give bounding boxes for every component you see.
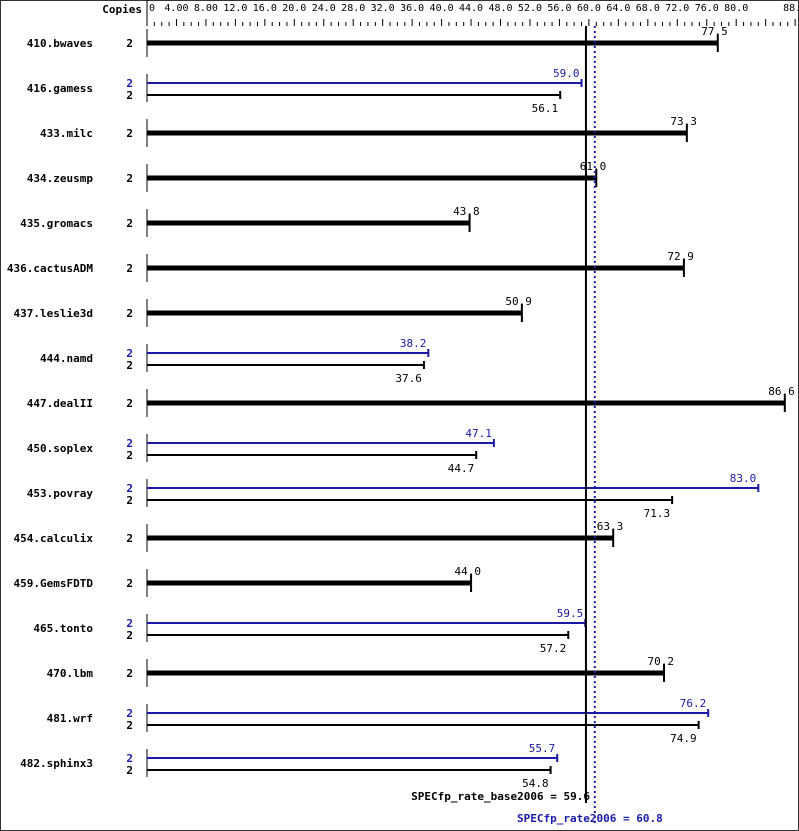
tick-label: 20.0 xyxy=(282,3,306,14)
tick-label: 0 xyxy=(149,3,155,14)
peak-value: 83.0 xyxy=(730,472,757,485)
base-value: 44.7 xyxy=(448,462,475,475)
benchmark-label: 481.wrf xyxy=(47,712,93,725)
tick-label: 16.0 xyxy=(253,3,277,14)
base-copies: 2 xyxy=(126,127,133,140)
peak-value: 59.5 xyxy=(557,607,584,620)
base-value: 70.2 xyxy=(648,655,675,668)
benchmark-label: 434.zeusmp xyxy=(27,172,94,185)
tick-label: 24.0 xyxy=(312,3,336,14)
base-value: 72.9 xyxy=(667,250,694,263)
base-copies: 2 xyxy=(126,764,133,777)
peak-value: 76.2 xyxy=(680,697,707,710)
peak-metric-label: SPECfp_rate2006 = 60.8 xyxy=(517,812,663,825)
peak-copies: 2 xyxy=(126,77,133,90)
tick-label: 44.0 xyxy=(459,3,483,14)
benchmark-label: 410.bwaves xyxy=(27,37,93,50)
base-value: 43.8 xyxy=(453,205,480,218)
base-copies: 2 xyxy=(126,397,133,410)
tick-label: 56.0 xyxy=(547,3,571,14)
peak-value: 55.7 xyxy=(529,742,556,755)
benchmark-label: 447.dealII xyxy=(27,397,93,410)
peak-value: 38.2 xyxy=(400,337,427,350)
tick-label: 40.0 xyxy=(430,3,454,14)
benchmark-label: 416.gamess xyxy=(27,82,93,95)
base-copies: 2 xyxy=(126,37,133,50)
peak-copies: 2 xyxy=(126,752,133,765)
base-value: 56.1 xyxy=(532,102,559,115)
base-copies: 2 xyxy=(126,217,133,230)
tick-label: 64.0 xyxy=(606,3,630,14)
tick-label: 60.0 xyxy=(577,3,601,14)
benchmark-label: 465.tonto xyxy=(33,622,93,635)
tick-label: 12.0 xyxy=(223,3,247,14)
base-copies: 2 xyxy=(126,307,133,320)
tick-label: 68.0 xyxy=(636,3,660,14)
copies-header: Copies xyxy=(102,3,142,16)
tick-label: 80.0 xyxy=(724,3,748,14)
tick-label: 8.00 xyxy=(194,3,218,14)
benchmark-label: 437.leslie3d xyxy=(14,307,93,320)
benchmark-label: 433.milc xyxy=(40,127,93,140)
tick-label: 32.0 xyxy=(371,3,395,14)
peak-copies: 2 xyxy=(126,617,133,630)
base-value: 57.2 xyxy=(540,642,567,655)
tick-label: 52.0 xyxy=(518,3,542,14)
base-copies: 2 xyxy=(126,262,133,275)
tick-label: 88.0 xyxy=(783,3,799,14)
base-copies: 2 xyxy=(126,449,133,462)
base-copies: 2 xyxy=(126,719,133,732)
base-value: 37.6 xyxy=(395,372,422,385)
tick-label: 4.00 xyxy=(164,3,188,14)
base-copies: 2 xyxy=(126,667,133,680)
base-value: 54.8 xyxy=(522,777,549,790)
benchmark-label: 450.soplex xyxy=(27,442,94,455)
peak-copies: 2 xyxy=(126,707,133,720)
benchmark-label: 482.sphinx3 xyxy=(20,757,93,770)
benchmark-label: 436.cactusADM xyxy=(7,262,93,275)
peak-value: 47.1 xyxy=(465,427,492,440)
peak-copies: 2 xyxy=(126,347,133,360)
tick-label: 48.0 xyxy=(488,3,512,14)
base-value: 71.3 xyxy=(644,507,671,520)
tick-label: 36.0 xyxy=(400,3,424,14)
base-value: 86.6 xyxy=(768,385,795,398)
base-value: 73.3 xyxy=(670,115,697,128)
tick-label: 76.0 xyxy=(695,3,719,14)
benchmark-label: 454.calculix xyxy=(14,532,94,545)
base-value: 77.5 xyxy=(701,25,728,38)
peak-copies: 2 xyxy=(126,482,133,495)
base-copies: 2 xyxy=(126,494,133,507)
base-metric-label: SPECfp_rate_base2006 = 59.6 xyxy=(411,790,590,803)
tick-label: 72.0 xyxy=(665,3,689,14)
benchmark-label: 444.namd xyxy=(40,352,93,365)
base-copies: 2 xyxy=(126,172,133,185)
benchmark-label: 459.GemsFDTD xyxy=(14,577,94,590)
tick-label: 28.0 xyxy=(341,3,365,14)
benchmark-label: 453.povray xyxy=(27,487,94,500)
peak-value: 59.0 xyxy=(553,67,580,80)
base-value: 44.0 xyxy=(455,565,482,578)
base-value: 74.9 xyxy=(670,732,697,745)
base-value: 61.0 xyxy=(580,160,607,173)
base-copies: 2 xyxy=(126,532,133,545)
base-copies: 2 xyxy=(126,89,133,102)
base-copies: 2 xyxy=(126,577,133,590)
base-value: 50.9 xyxy=(505,295,532,308)
base-value: 63.3 xyxy=(597,520,624,533)
base-copies: 2 xyxy=(126,359,133,372)
benchmark-label: 470.lbm xyxy=(47,667,94,680)
base-copies: 2 xyxy=(126,629,133,642)
peak-copies: 2 xyxy=(126,437,133,450)
benchmark-label: 435.gromacs xyxy=(20,217,93,230)
